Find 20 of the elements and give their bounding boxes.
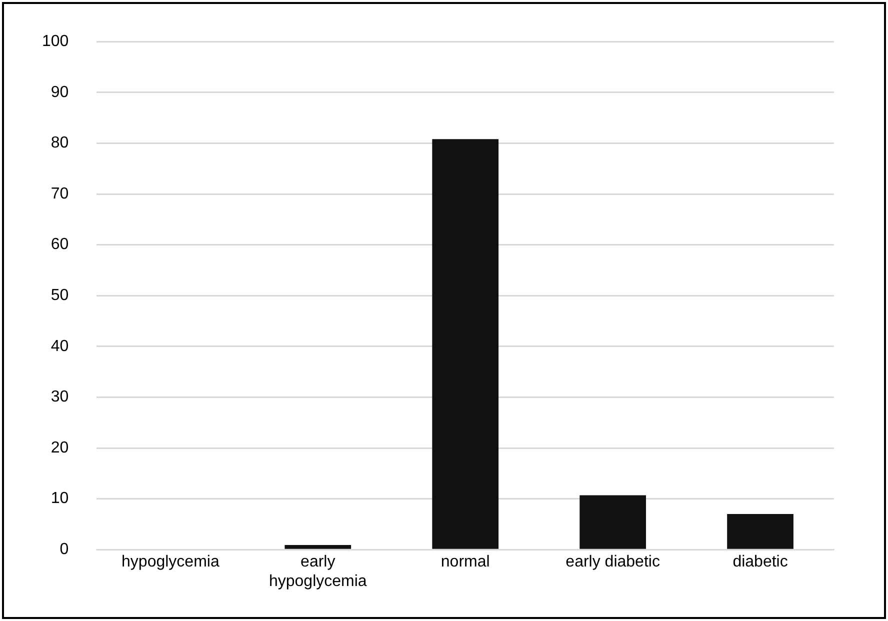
y-tick-label: 80	[50, 134, 69, 152]
y-tick-label: 50	[50, 287, 69, 304]
y-tick-label: 30	[50, 388, 69, 406]
x-tick-label: normal	[440, 554, 490, 571]
bar	[432, 139, 499, 549]
y-tick-label: 20	[50, 439, 69, 456]
y-tick-label: 60	[50, 236, 69, 254]
bar	[580, 495, 646, 549]
x-tick-label: early hypoglycemia	[268, 554, 367, 590]
y-tick-label: 10	[50, 490, 69, 508]
x-tick-label: early diabetic	[566, 554, 660, 571]
bar	[727, 514, 794, 549]
x-tick-label: diabetic	[732, 554, 788, 571]
y-tick-label: 100	[42, 33, 69, 50]
y-tick-label: 90	[50, 84, 69, 101]
y-tick-label: 70	[50, 185, 69, 202]
y-tick-label: 0	[60, 541, 69, 558]
bar	[284, 545, 352, 549]
y-tick-label: 40	[50, 338, 69, 355]
x-tick-label: hypoglycemia	[122, 554, 220, 571]
